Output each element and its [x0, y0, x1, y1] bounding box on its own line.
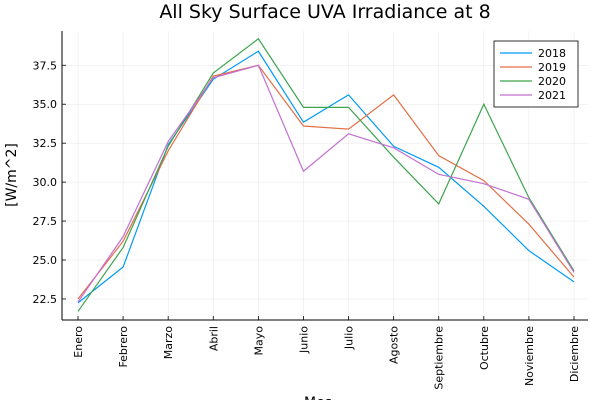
- legend-box: [493, 40, 579, 108]
- x-tick-label: Diciembre: [568, 326, 581, 382]
- y-tick-label: 35.0: [33, 98, 58, 111]
- y-tick-label: 27.5: [33, 215, 58, 228]
- y-tick-label: 25.0: [33, 254, 58, 267]
- x-tick-label: Marzo: [162, 326, 175, 360]
- x-tick-label: Noviembre: [523, 326, 536, 386]
- y-tick-label: 22.5: [33, 293, 58, 306]
- x-axis-label: Mes: [304, 395, 332, 400]
- y-tick-label: 32.5: [33, 137, 58, 150]
- series-line: [77, 37, 575, 312]
- y-axis-label: [W/m^2]: [4, 143, 20, 207]
- series-line: [77, 64, 575, 300]
- x-tick-label: Mayo: [252, 326, 265, 356]
- x-tick-label: Febrero: [117, 326, 130, 368]
- x-tick-label: Octubre: [478, 326, 491, 370]
- x-tick-label: Enero: [72, 326, 85, 358]
- x-tick-label: Septiembre: [433, 326, 446, 390]
- legend-label: 2020: [538, 75, 566, 88]
- x-tick-label: Julio: [343, 326, 356, 350]
- chart-title: All Sky Surface UVA Irradiance at 8: [159, 1, 490, 23]
- x-tick-label: Agosto: [388, 326, 401, 364]
- legend-label: 2019: [538, 61, 566, 74]
- y-tick-label: 37.5: [33, 59, 58, 72]
- x-tick-label: Abril: [207, 326, 220, 351]
- y-tick-label: 30.0: [33, 176, 58, 189]
- series-line: [77, 64, 575, 303]
- legend-label: 2018: [538, 47, 566, 60]
- x-tick-label: Junio: [297, 326, 310, 354]
- legend-label: 2021: [538, 89, 566, 102]
